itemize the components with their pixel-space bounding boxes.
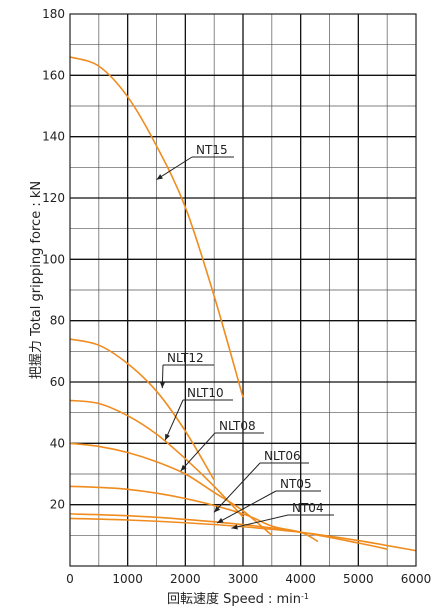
series-line-nlt06 (69, 485, 319, 543)
series-label-nlt06: NLT06 (264, 449, 301, 463)
y-tick-label: 20 (50, 498, 65, 512)
leader-line (231, 514, 289, 529)
arrowhead (165, 433, 170, 441)
leader-line (156, 156, 193, 181)
y-tick-label: 80 (50, 314, 65, 328)
x-tick-labels: 0 1000 2000 3000 4000 5000 6000 (66, 572, 431, 586)
y-tick-label: 100 (42, 252, 65, 266)
x-tick-label: 3000 (228, 572, 259, 586)
y-tick-label: 40 (50, 436, 65, 450)
series-label-nt05: NT05 (280, 477, 312, 491)
x-tick-label: 4000 (285, 572, 316, 586)
series-label-nlt12: NLT12 (167, 351, 204, 365)
y-tick-label: 180 (42, 7, 65, 21)
major-grid (70, 14, 416, 566)
series-layer (69, 56, 417, 552)
leader-line (180, 432, 216, 472)
arrowhead (214, 506, 221, 513)
series-line-nt04 (69, 517, 417, 552)
series-label-nt15: NT15 (196, 143, 228, 157)
x-tick-label: 0 (66, 572, 74, 586)
series-line-nlt12 (69, 338, 215, 481)
series-label-nlt10: NLT10 (187, 386, 224, 400)
series-line-nt15 (69, 56, 244, 398)
y-tick-label: 60 (50, 375, 65, 389)
y-tick-label: 160 (42, 68, 65, 82)
y-tick-label: 120 (42, 191, 65, 205)
arrowhead (231, 524, 238, 530)
y-axis-label: 把握力 Total gripping force : kN (29, 181, 44, 379)
plot-frame (69, 13, 417, 567)
series-label-nlt08: NLT08 (219, 419, 256, 433)
annotation-layer: NT15 NLT12 NLT10 NLT08 NLT06 NT05 NT04 (156, 143, 334, 530)
arrowhead (156, 174, 163, 180)
x-tick-label: 6000 (401, 572, 432, 586)
arrowhead (180, 464, 187, 471)
x-tick-label: 1000 (112, 572, 143, 586)
y-tick-label: 140 (42, 130, 65, 144)
x-tick-label: 2000 (170, 572, 201, 586)
leader-line (213, 462, 261, 513)
x-tick-label: 5000 (343, 572, 374, 586)
leader-line (164, 399, 184, 441)
series-line-nlt10 (69, 399, 244, 518)
series-label-nt04: NT04 (292, 501, 324, 515)
arrowhead (159, 382, 166, 389)
leader-line (216, 490, 277, 524)
series-line-nlt08 (69, 442, 273, 536)
x-axis-label: 回転速度 Speed : min-1 (167, 591, 309, 607)
y-tick-labels: 20 40 60 80 100 120 140 160 180 (42, 7, 65, 512)
series-line-nt05 (69, 513, 388, 550)
arrowhead (217, 517, 224, 524)
